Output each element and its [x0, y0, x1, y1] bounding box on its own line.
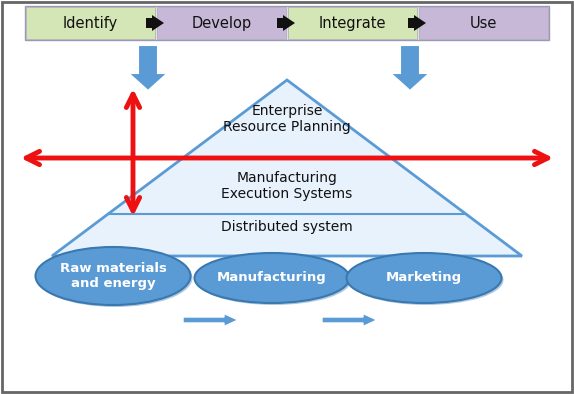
FancyArrow shape	[277, 15, 295, 31]
Text: Marketing: Marketing	[386, 271, 462, 284]
Bar	[288, 7, 417, 39]
FancyArrow shape	[408, 15, 426, 31]
Ellipse shape	[348, 255, 503, 305]
Ellipse shape	[195, 253, 350, 303]
FancyBboxPatch shape	[25, 6, 549, 40]
Text: Distributed system: Distributed system	[221, 220, 353, 234]
FancyArrow shape	[128, 45, 168, 91]
Text: Integrate: Integrate	[319, 15, 386, 30]
Text: Enterprise
Resource Planning: Enterprise Resource Planning	[223, 104, 351, 134]
Bar	[26, 7, 155, 39]
Text: Develop: Develop	[192, 15, 251, 30]
Ellipse shape	[36, 247, 191, 305]
FancyArrow shape	[146, 15, 164, 31]
Ellipse shape	[347, 253, 502, 303]
FancyArrow shape	[322, 314, 377, 327]
Text: Raw materials
and energy: Raw materials and energy	[60, 262, 166, 290]
FancyArrow shape	[390, 45, 430, 91]
Text: Manufacturing: Manufacturing	[217, 271, 327, 284]
Text: Use: Use	[470, 15, 497, 30]
Text: Identify: Identify	[63, 15, 118, 30]
Ellipse shape	[37, 249, 192, 307]
Bar	[419, 7, 548, 39]
Ellipse shape	[196, 255, 351, 305]
Bar	[157, 7, 286, 39]
FancyArrow shape	[183, 314, 238, 327]
Text: Manufacturing
Execution Systems: Manufacturing Execution Systems	[222, 171, 352, 201]
Polygon shape	[52, 80, 522, 256]
